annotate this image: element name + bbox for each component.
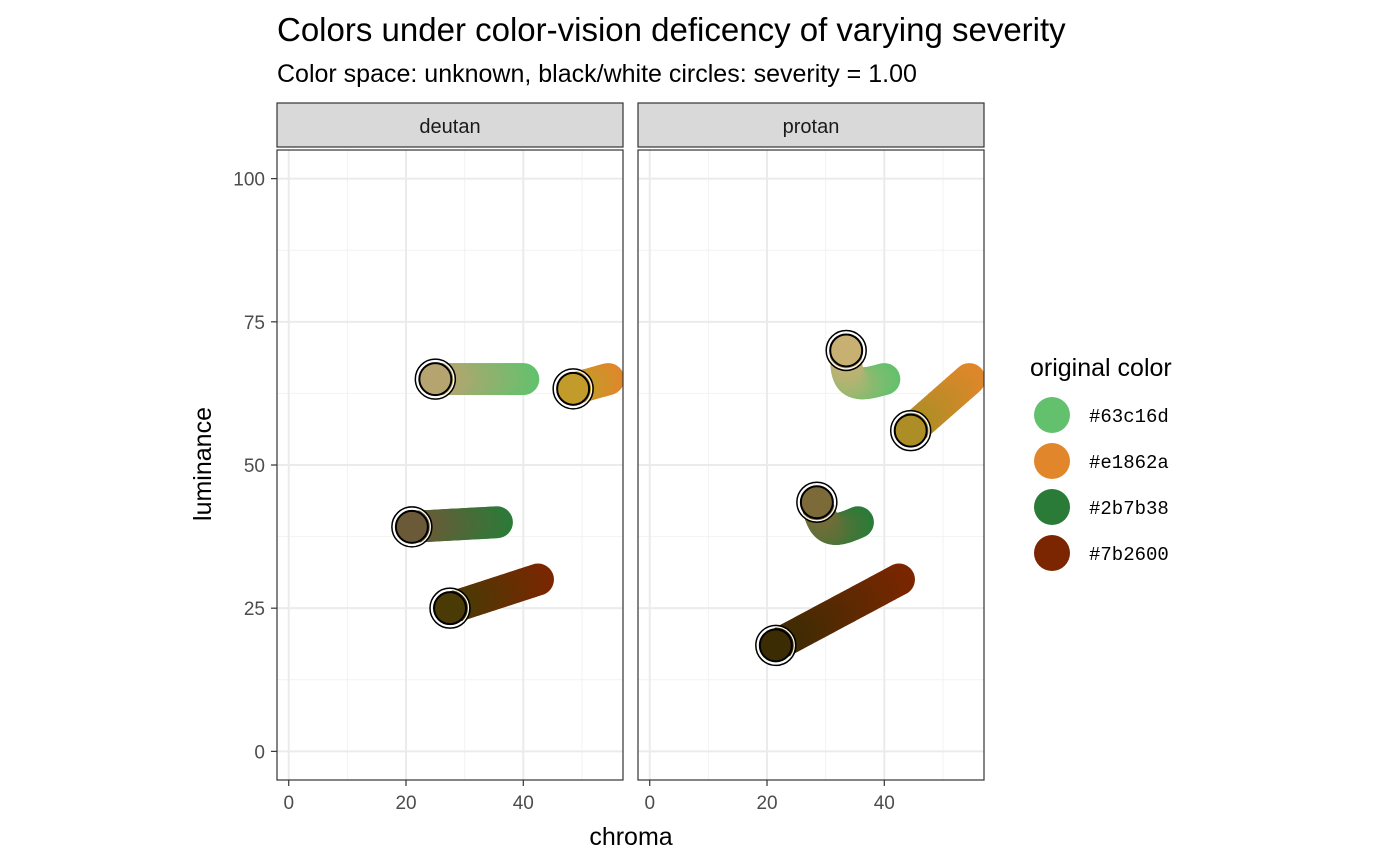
panel-deutan: deutan xyxy=(276,102,624,781)
severity-max-point xyxy=(758,628,793,663)
x-axis-title: chroma xyxy=(589,823,672,851)
legend-key xyxy=(1034,443,1070,479)
facet-strip xyxy=(637,102,985,148)
y-tick-label: 50 xyxy=(244,456,265,477)
legend-key xyxy=(1034,397,1070,433)
severity-max-outline xyxy=(552,368,594,410)
legend-label: #7b2600 xyxy=(1089,544,1169,566)
series-63c16d xyxy=(414,358,540,400)
x-tick-label: 20 xyxy=(395,793,416,814)
legend-label: #2b7b38 xyxy=(1089,498,1169,520)
severity-max-point xyxy=(394,509,429,544)
severity-max-ring xyxy=(756,626,795,665)
severity-max-point xyxy=(799,485,834,520)
severity-max-outline xyxy=(755,624,797,667)
facet-label: protan xyxy=(783,116,840,138)
severity-max-point xyxy=(893,413,928,448)
data-layer xyxy=(391,358,623,629)
severity-max-point xyxy=(829,333,864,368)
chart-subtitle: Color space: unknown, black/white circle… xyxy=(277,60,917,88)
y-tick-label: 0 xyxy=(254,742,265,763)
series-2b7b38 xyxy=(391,506,513,548)
legend-label: #63c16d xyxy=(1089,406,1169,428)
x-tick-label: 0 xyxy=(644,793,655,814)
x-tick-label: 0 xyxy=(283,793,294,814)
series-7b2600 xyxy=(755,563,915,667)
severity-max-outline xyxy=(414,358,457,400)
severity-max-ring xyxy=(430,589,470,628)
severity-max-outline xyxy=(889,409,932,452)
y-tick-label: 75 xyxy=(244,313,265,334)
severity-max-outline xyxy=(825,329,867,372)
y-tick-label: 25 xyxy=(244,599,265,620)
severity-max-ring xyxy=(797,483,836,522)
legend-key xyxy=(1034,535,1070,571)
severity-max-outline xyxy=(429,587,471,629)
severity-max-ring xyxy=(554,369,593,408)
legend-title: original color xyxy=(1030,354,1172,382)
legend-label: #e1862a xyxy=(1089,452,1169,474)
series-e1862a xyxy=(552,363,623,410)
facet-strip xyxy=(276,102,624,148)
x-tick-label: 20 xyxy=(756,793,777,814)
series-e1862a xyxy=(889,363,984,452)
series-2b7b38 xyxy=(796,481,874,545)
severity-max-outline xyxy=(391,506,433,548)
severity-max-ring xyxy=(891,411,930,450)
data-layer xyxy=(755,329,984,667)
severity-max-point xyxy=(556,371,591,406)
facet-label: deutan xyxy=(419,116,480,138)
severity-max-point xyxy=(433,591,467,626)
severity-max-outline xyxy=(796,481,838,523)
severity-max-ring xyxy=(827,331,866,370)
x-tick-label: 40 xyxy=(874,793,895,814)
panel-border xyxy=(637,149,985,781)
panel-protan: protan xyxy=(637,102,985,781)
legend: original color #63c16d #e1862a #2b7b38 #7b2… xyxy=(1030,354,1172,571)
y-axis-title: luminance xyxy=(189,407,217,521)
y-tick-label: 100 xyxy=(233,170,265,191)
series-7b2600 xyxy=(429,563,554,629)
severity-max-ring xyxy=(392,507,431,546)
severity-max-ring xyxy=(416,359,455,399)
chart-title: Colors under color-vision deficency of v… xyxy=(277,11,1066,48)
severity-max-point xyxy=(418,362,453,397)
x-tick-label: 40 xyxy=(513,793,534,814)
legend-key xyxy=(1034,489,1070,525)
series-63c16d xyxy=(825,329,901,400)
